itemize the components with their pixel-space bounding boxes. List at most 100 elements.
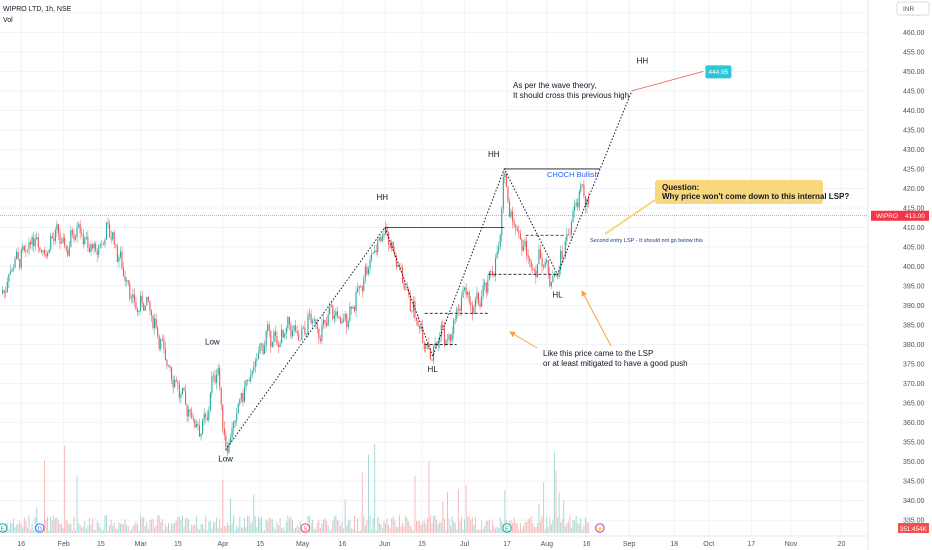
volume-bar [323, 519, 325, 533]
volume-bar [485, 520, 487, 533]
candle-body [353, 306, 356, 311]
volume-bar [17, 523, 19, 533]
volume-bar [560, 522, 562, 533]
earnings-marker-icon[interactable] [502, 523, 512, 533]
earnings-marker-icon[interactable] [0, 523, 8, 533]
candle-body [495, 258, 497, 276]
volume-bar [243, 517, 245, 533]
candle-body [56, 224, 58, 231]
candle-body [30, 242, 32, 245]
volume-bar [529, 518, 531, 533]
time-axis[interactable]: 16 Feb 15 Mar 15 Apr 15 May 16 Jun 15 Jul 17 Aug 16 Sep… [0, 535, 868, 548]
candle-body [322, 319, 325, 326]
candle-body [107, 222, 109, 225]
candle-body [341, 321, 343, 324]
candle-body [445, 339, 447, 345]
candle-body [392, 242, 394, 252]
candle-body [203, 413, 205, 420]
volume-bar [264, 530, 266, 533]
volume-bar [61, 523, 63, 533]
volume-bar [129, 530, 131, 533]
dividend-marker-icon[interactable] [35, 523, 45, 533]
candle-body [47, 252, 49, 257]
candle-body [299, 339, 301, 341]
candle-body [450, 334, 452, 342]
volume-bar [44, 460, 46, 533]
volume-bar [48, 530, 50, 533]
news-marker-icon[interactable] [595, 523, 605, 533]
question-callout[interactable]: Question: Why price won't come down to t… [604, 180, 849, 235]
drawn-levels [384, 168, 600, 345]
price-tick-label: 380.00 [903, 342, 925, 349]
volume-bar [222, 480, 224, 533]
candle-body [448, 334, 450, 340]
currency-badge-box[interactable] [896, 1, 930, 16]
symbol-title[interactable]: WIPRO LTD, 1h, NSE [3, 6, 72, 13]
price-axis[interactable]: 335.00 340.00 345.00 350.00 355.00 360.00 365.… [867, 0, 925, 550]
volume-bar [462, 529, 464, 533]
volume-bar [436, 519, 438, 533]
candle-body [316, 323, 318, 329]
question-note-line1: Question: [662, 183, 699, 192]
volume-bar [473, 525, 475, 533]
volume-bar [262, 530, 264, 533]
candle-body [305, 334, 308, 335]
candle-body [423, 342, 425, 350]
volume-bar [398, 515, 400, 533]
wave-path[interactable] [225, 90, 633, 451]
candle-body [360, 286, 362, 287]
volume-bar [293, 528, 295, 533]
candle-body [240, 392, 242, 400]
candle-body [88, 247, 91, 253]
volume-bar [571, 527, 573, 533]
volume-bar [121, 524, 123, 533]
volume-bar [361, 472, 363, 533]
volume-bar [85, 528, 87, 533]
candle-body [98, 244, 100, 255]
candle-body [39, 247, 41, 251]
volume-bar [84, 521, 86, 533]
candle-body [287, 316, 289, 329]
volume-bar [516, 523, 518, 533]
candle-body [555, 274, 557, 276]
target-line[interactable] [631, 70, 704, 92]
candle-body [223, 427, 225, 435]
volume-bar [419, 521, 421, 533]
volume-bar [144, 526, 146, 533]
candle-body [346, 313, 348, 328]
pattern-label-hl: HL [428, 365, 439, 374]
volume-bar [200, 524, 202, 533]
question-box [655, 180, 823, 204]
volume-bar [16, 524, 18, 533]
candle-body [437, 341, 439, 346]
candle-body [136, 309, 139, 312]
candle-body [183, 387, 185, 391]
volume-bar [192, 525, 194, 533]
volume-bar [50, 516, 52, 533]
candle-body [54, 230, 56, 241]
volume-bar [547, 526, 549, 533]
lsp-arrow-1 [509, 331, 538, 349]
candle-body [588, 198, 590, 204]
candle-body [389, 244, 391, 249]
candle-body [113, 232, 115, 245]
pattern-label-hh: HH [637, 57, 649, 66]
volume-bar [371, 529, 373, 533]
price-tick-label: 345.00 [903, 479, 925, 486]
volume-bar [92, 518, 94, 533]
split-marker-icon[interactable] [300, 523, 310, 533]
pattern-label-low: Low [205, 338, 220, 347]
volume-bar [316, 522, 318, 533]
volume-bar [216, 517, 218, 533]
volume-bar [163, 530, 165, 533]
volume-bar [87, 525, 89, 533]
candle-body [23, 246, 25, 251]
price-tick-label: 450.00 [903, 69, 925, 76]
candle-body [259, 343, 261, 354]
volume-bar [186, 518, 188, 533]
volume-bar [372, 518, 374, 533]
candle-body [68, 246, 70, 256]
candle-body [309, 313, 311, 316]
volume-bar [519, 523, 521, 533]
